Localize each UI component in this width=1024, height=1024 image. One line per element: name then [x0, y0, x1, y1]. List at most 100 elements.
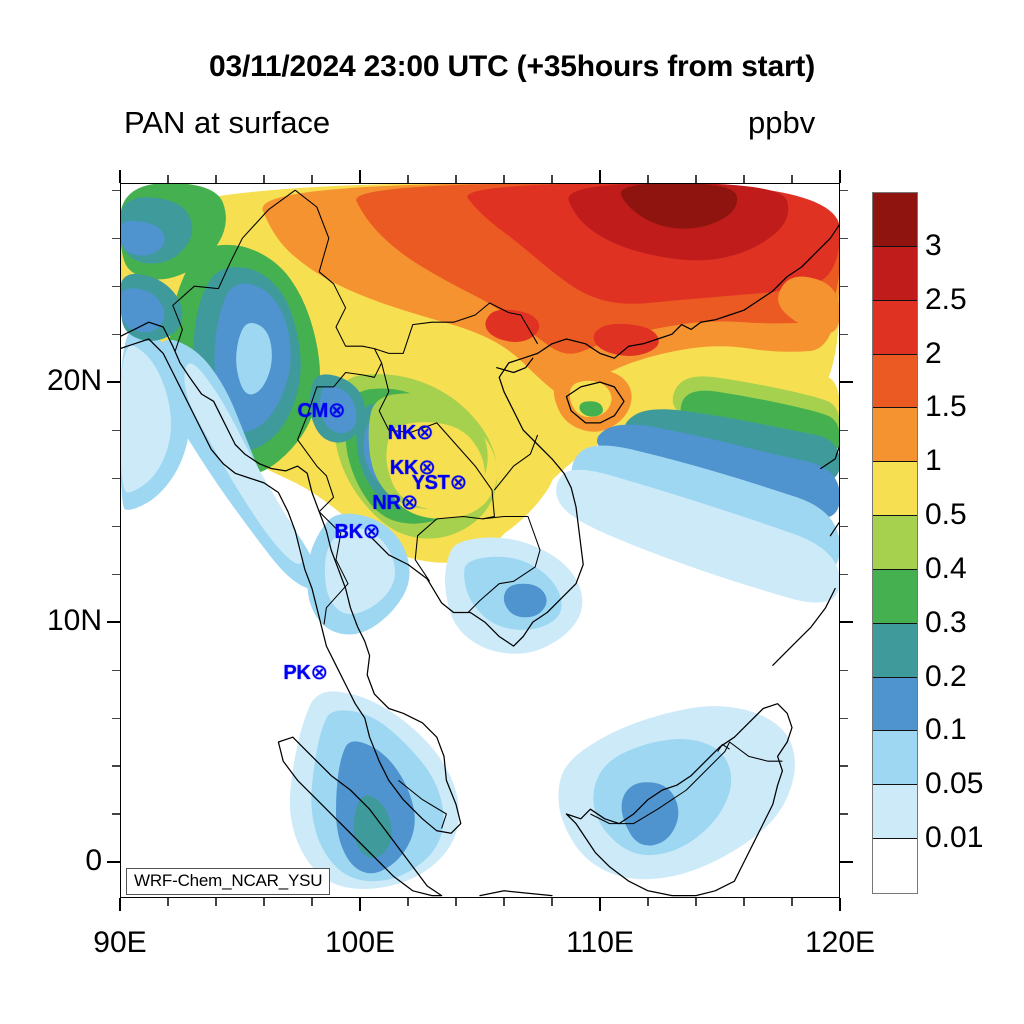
tick-mark	[112, 573, 120, 575]
contour-ne-coast	[778, 276, 840, 334]
y-tick-label: 0	[85, 844, 102, 877]
colorbar-band	[873, 731, 917, 786]
colorbar	[872, 192, 918, 894]
station-marker-cm[interactable]: CM⊗	[298, 400, 346, 421]
tick-mark	[112, 429, 120, 431]
tick-mark	[455, 175, 457, 183]
tick-mark	[695, 898, 697, 906]
colorbar-band	[873, 408, 917, 463]
model-watermark: WRF-Chem_NCAR_YSU	[126, 868, 331, 895]
page-title: 03/11/2024 23:00 UTC (+35hours from star…	[208, 50, 816, 83]
tick-mark	[840, 477, 848, 479]
national-border	[414, 515, 483, 582]
tick-mark	[840, 525, 848, 527]
colorbar-band	[873, 569, 917, 624]
station-marker-nk[interactable]: NK⊗	[388, 422, 434, 443]
x-tick-label: 100E	[324, 926, 396, 959]
tick-mark	[647, 175, 649, 183]
colorbar-band	[873, 462, 917, 517]
colorbar-tick-label: 3	[925, 228, 942, 262]
x-tick-label: 90E	[93, 926, 147, 959]
station-point-icon: ⊗	[418, 455, 436, 479]
station-label: BK	[334, 521, 363, 544]
y-tick-label: 10N	[46, 604, 102, 638]
station-point-icon: ⊗	[362, 520, 381, 544]
station-label: CM	[297, 400, 329, 423]
tick-mark	[112, 333, 120, 335]
plot-subtitle: PAN at surface	[124, 105, 331, 140]
station-label: NR	[372, 491, 401, 514]
tick-mark	[119, 898, 121, 911]
national-border	[294, 189, 375, 350]
national-border	[378, 362, 495, 520]
tick-mark	[112, 813, 120, 815]
contour-band-chiangmai2	[320, 386, 357, 434]
tick-mark	[407, 175, 409, 183]
station-point-icon: ⊗	[400, 490, 419, 514]
station-marker-bk[interactable]: BK⊗	[334, 521, 380, 542]
tick-mark	[791, 175, 793, 183]
tick-mark	[407, 898, 409, 906]
coastline	[551, 223, 840, 359]
pan-concentration-field	[120, 183, 840, 898]
tick-mark	[503, 898, 505, 906]
contour-hotspot-tonkin	[485, 309, 540, 342]
coastline	[820, 443, 840, 470]
station-label: YST	[411, 472, 450, 495]
coastline	[277, 736, 443, 897]
colorbar-tick-label: 2	[925, 336, 942, 370]
tick-mark	[107, 621, 120, 623]
tick-mark	[840, 429, 848, 431]
colorbar-tick-label: 0.05	[925, 767, 984, 801]
station-marker-yst[interactable]: YST⊗	[411, 472, 468, 495]
contour-hotspot-leizhou	[593, 323, 659, 356]
national-border	[467, 515, 541, 613]
tick-mark	[840, 669, 848, 671]
tick-mark	[112, 189, 120, 191]
colorbar-band	[873, 246, 917, 301]
contour-hainan-core2	[579, 401, 603, 417]
tick-mark	[743, 175, 745, 183]
colorbar-band	[873, 193, 917, 247]
contour-hotspot-hcmc	[503, 583, 547, 618]
tick-mark	[840, 189, 848, 191]
station-marker-nr[interactable]: NR⊗	[372, 492, 418, 513]
tick-mark	[695, 175, 697, 183]
station-point-icon: ⊗	[328, 399, 346, 423]
tick-mark	[167, 898, 169, 906]
tick-mark	[840, 861, 853, 863]
tick-mark	[112, 717, 120, 719]
national-border	[717, 743, 730, 752]
contour-band-gulf2	[324, 527, 395, 615]
coastline	[120, 321, 462, 834]
contour-bangladesh2	[120, 288, 165, 333]
tick-mark	[359, 170, 361, 183]
tick-mark	[311, 175, 313, 183]
station-marker-kk[interactable]: KK⊗	[390, 457, 436, 478]
tick-mark	[107, 861, 120, 863]
colorbar-tick-label: 0.2	[925, 659, 967, 693]
tick-mark	[112, 477, 120, 479]
contour-scs-paleblue	[556, 469, 840, 603]
tick-mark	[112, 237, 120, 239]
tick-mark	[840, 381, 853, 383]
national-border	[297, 348, 383, 625]
station-point-icon: ⊗	[310, 660, 329, 684]
tick-mark	[112, 525, 120, 527]
contour-band-andaman2	[184, 363, 303, 564]
colorbar-band	[873, 516, 917, 570]
tick-mark	[107, 381, 120, 383]
colorbar-band	[873, 354, 917, 409]
national-border	[493, 434, 539, 491]
x-tick-label: 120E	[804, 926, 876, 959]
tick-mark	[215, 175, 217, 183]
tick-mark	[112, 285, 120, 287]
tick-mark	[503, 175, 505, 183]
station-marker-pk[interactable]: PK⊗	[283, 660, 329, 684]
national-border	[590, 741, 783, 825]
contour-ne-india3	[120, 220, 165, 256]
tick-mark	[840, 237, 848, 239]
coastline	[479, 890, 553, 897]
tick-mark	[840, 813, 848, 815]
coastline	[368, 343, 584, 647]
